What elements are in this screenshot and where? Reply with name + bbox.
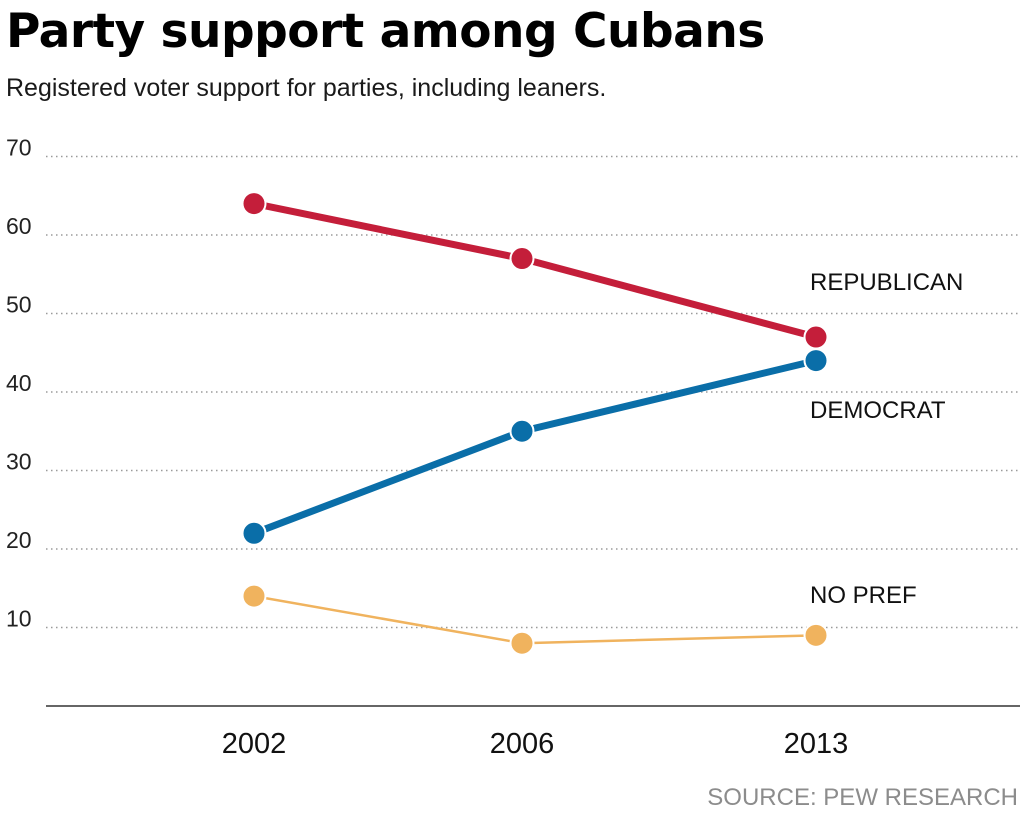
x-tick-label-2013: 2013 — [784, 728, 849, 760]
data-point-no-pref-2013 — [803, 622, 829, 648]
data-point-no-pref-2002 — [241, 583, 267, 609]
x-tick-label-2006: 2006 — [490, 728, 555, 760]
data-point-democrat-2002 — [241, 520, 267, 546]
chart-subtitle: Registered voter support for parties, in… — [6, 74, 607, 102]
data-point-democrat-2013 — [803, 348, 829, 374]
data-point-no-pref-2006 — [509, 630, 535, 656]
y-tick-label-30: 30 — [6, 449, 32, 475]
series-label-republican: REPUBLICAN — [810, 269, 963, 296]
data-point-democrat-2006 — [509, 418, 535, 444]
series-line-republican — [250, 200, 820, 341]
series-label-democrat: DEMOCRAT — [810, 397, 946, 424]
data-point-republican-2006 — [509, 246, 535, 272]
y-tick-label-70: 70 — [6, 135, 32, 161]
chart-title: Party support among Cubans — [6, 4, 765, 59]
series-line-no-pref — [252, 594, 818, 645]
series-line-democrat — [250, 357, 820, 537]
data-point-republican-2013 — [803, 324, 829, 350]
y-tick-label-40: 40 — [6, 370, 32, 396]
source-note: SOURCE: PEW RESEARCH — [707, 784, 1018, 811]
data-point-republican-2002 — [241, 191, 267, 217]
x-tick-label-2002: 2002 — [222, 728, 287, 760]
y-tick-label-20: 20 — [6, 527, 32, 553]
series-label-no-pref: NO PREF — [810, 582, 917, 609]
y-tick-label-50: 50 — [6, 292, 32, 318]
y-tick-label-10: 10 — [6, 606, 32, 632]
y-tick-label-60: 60 — [6, 213, 32, 239]
